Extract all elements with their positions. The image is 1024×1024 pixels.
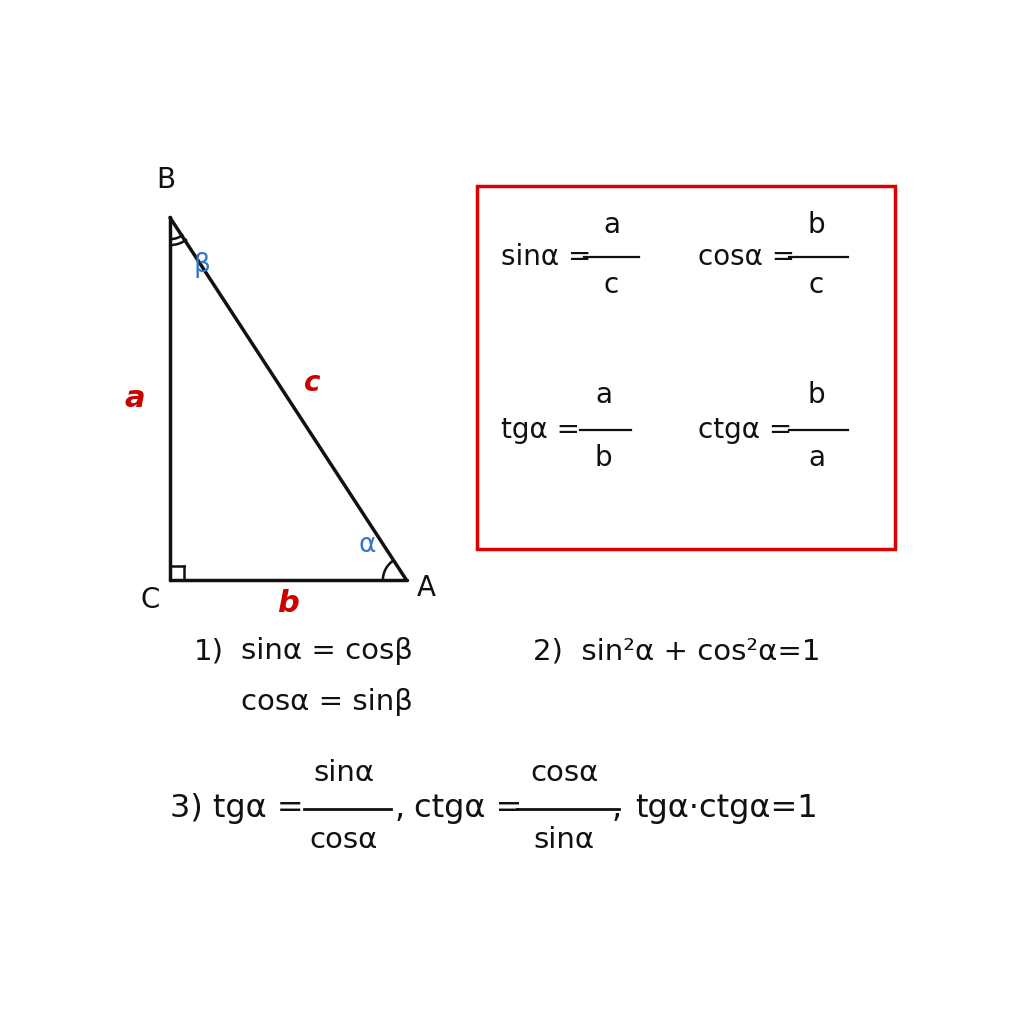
Text: ,: ,	[394, 794, 404, 824]
Text: ctgα =: ctgα =	[698, 417, 802, 444]
Text: a: a	[595, 381, 612, 409]
Text: C: C	[140, 586, 160, 614]
Text: ,: ,	[611, 794, 622, 824]
Text: 1): 1)	[194, 637, 223, 666]
Text: b: b	[278, 590, 299, 618]
Text: sinα: sinα	[313, 760, 374, 787]
Text: a: a	[124, 384, 144, 414]
Text: 2)  sin²α + cos²α=1: 2) sin²α + cos²α=1	[532, 637, 820, 666]
Text: a: a	[808, 444, 825, 472]
Text: cosα =: cosα =	[698, 243, 804, 271]
Text: c: c	[604, 270, 620, 299]
Text: b: b	[595, 444, 612, 472]
Text: sinα =: sinα =	[501, 243, 600, 271]
Text: B: B	[157, 166, 175, 194]
Text: tgα =: tgα =	[501, 417, 589, 444]
Text: sinα = cosβ: sinα = cosβ	[241, 637, 413, 666]
Text: c: c	[304, 369, 321, 397]
Text: cosα: cosα	[309, 826, 378, 854]
Text: tgα·ctgα=1: tgα·ctgα=1	[635, 794, 818, 824]
Text: sinα: sinα	[534, 826, 595, 854]
Text: A: A	[417, 574, 436, 602]
Text: c: c	[809, 270, 824, 299]
Text: β: β	[194, 252, 210, 278]
Text: cosα: cosα	[530, 760, 598, 787]
Text: b: b	[808, 381, 825, 409]
Text: b: b	[808, 211, 825, 240]
Text: cosα = sinβ: cosα = sinβ	[241, 688, 413, 717]
Text: 3) tgα =: 3) tgα =	[170, 794, 303, 824]
Text: a: a	[603, 211, 621, 240]
Bar	[477, 186, 895, 549]
Text: α: α	[358, 531, 376, 558]
Text: ctgα =: ctgα =	[415, 794, 523, 824]
